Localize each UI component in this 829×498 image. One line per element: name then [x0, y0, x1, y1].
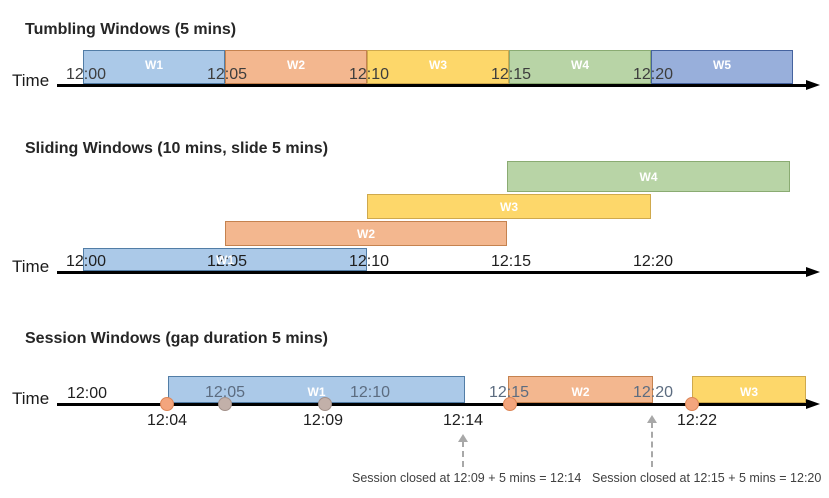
window-bar-tumbling-w1 [83, 50, 225, 84]
dashed-arrow-head [647, 415, 657, 423]
time-axis-sliding [57, 271, 808, 274]
event-dot [160, 397, 174, 412]
window-bar-label: W3 [740, 385, 758, 399]
event-dot [503, 397, 517, 412]
window-bar-label: W3 [429, 58, 447, 72]
tick-label-12-05: 12:05 [206, 66, 248, 83]
session-closed-annotation: Session closed at 12:09 + 5 mins = 12:14 [352, 471, 582, 485]
tick-label-12-10: 12:10 [348, 253, 390, 270]
tick-label-12-20: 12:20 [632, 253, 674, 270]
window-bar-session-w3 [692, 376, 806, 403]
sliding-time-axis-label: Time [12, 257, 50, 276]
time-axis-arrowhead-tumbling [806, 79, 820, 90]
time-axis-arrowhead-session [806, 398, 820, 409]
window-bar-sliding-w1 [83, 248, 367, 271]
session-section-title: Session Windows (gap duration 5 mins) [25, 330, 328, 348]
tick-label-12-05: 12:05 [204, 384, 246, 401]
window-bar-label: W5 [713, 58, 731, 72]
window-bar-label: W2 [357, 226, 375, 241]
window-bar-sliding-w2 [225, 221, 507, 246]
tick-label-12-15: 12:15 [488, 384, 530, 401]
window-bar-sliding-w3 [367, 194, 651, 219]
tick-label-12-15: 12:15 [490, 66, 532, 83]
window-bar-label: W1 [307, 385, 326, 399]
window-bar-label: W4 [571, 58, 589, 72]
dashed-arrow-head [458, 434, 468, 442]
window-bar-label: W1 [145, 58, 163, 72]
window-bar-label: W4 [639, 169, 658, 184]
tick-label-12-14: 12:14 [442, 412, 484, 429]
tumbling-section-title: Tumbling Windows (5 mins) [25, 21, 237, 39]
tick-label-12-20: 12:20 [632, 66, 674, 83]
tick-label-12-00: 12:00 [66, 385, 108, 402]
window-bar-session-w1 [168, 376, 465, 403]
window-bar-tumbling-w5 [651, 50, 793, 84]
tick-label-12-05: 12:05 [206, 253, 248, 270]
window-bar-session-w2 [508, 376, 653, 403]
window-bar-label: W2 [287, 58, 305, 72]
window-bar-tumbling-w4 [509, 50, 651, 84]
event-dot [318, 397, 332, 412]
tick-label-12-00: 12:00 [65, 253, 107, 270]
tick-label-12-04: 12:04 [146, 412, 188, 429]
tick-label-12-00: 12:00 [65, 66, 107, 83]
window-bar-tumbling-w3 [367, 50, 509, 84]
tick-label-12-10: 12:10 [348, 66, 390, 83]
tick-label-12-20: 12:20 [632, 384, 674, 401]
window-bar-label: W3 [500, 199, 518, 214]
tumbling-time-axis-label: Time [12, 71, 50, 90]
session-time-axis-label: Time [12, 389, 50, 408]
dashed-arrow-line [651, 422, 653, 467]
window-bar-tumbling-w2 [225, 50, 367, 84]
window-bar-label: W2 [571, 385, 590, 399]
window-bar-label: W1 [216, 252, 234, 267]
tick-label-12-09: 12:09 [302, 412, 344, 429]
tick-label-12-10: 12:10 [349, 384, 391, 401]
tick-label-12-15: 12:15 [490, 253, 532, 270]
tick-label-12-22: 12:22 [676, 412, 718, 429]
dashed-arrow-line [462, 441, 464, 467]
event-dot [218, 397, 232, 412]
time-axis-tumbling [57, 84, 808, 87]
session-closed-annotation: Session closed at 12:15 + 5 mins = 12:20 [592, 471, 822, 485]
time-axis-session [57, 403, 808, 406]
time-axis-arrowhead-sliding [806, 266, 820, 277]
sliding-section-title: Sliding Windows (10 mins, slide 5 mins) [25, 140, 329, 158]
event-dot [685, 397, 699, 412]
window-bar-sliding-w4 [507, 161, 790, 192]
